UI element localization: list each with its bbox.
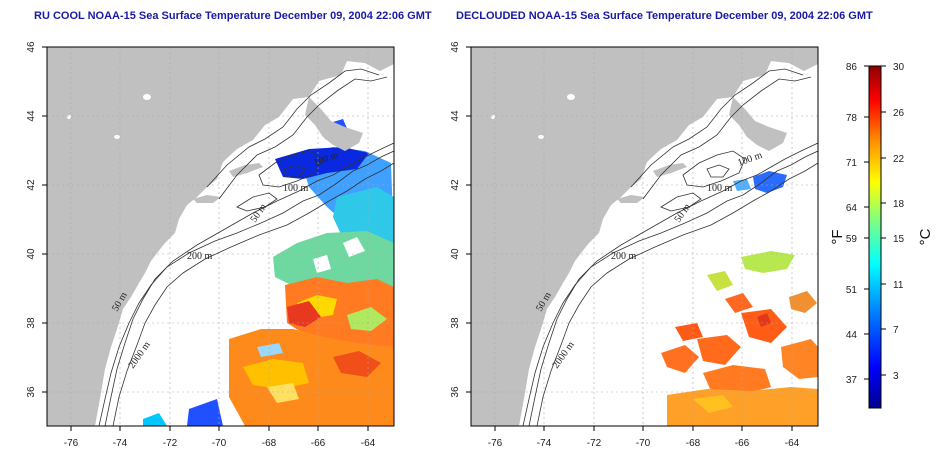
temperature-colorbar: 86 78 71 64 59 51 44 37 30 26 22 18 15 1… — [829, 62, 934, 409]
left-lat-tick: 40 — [26, 248, 37, 260]
right-lon-tick: -76 — [488, 438, 503, 449]
fahrenheit-tick: 59 — [846, 234, 858, 245]
right-lat-tick: 44 — [450, 110, 461, 122]
fahrenheit-tick: 64 — [846, 203, 858, 214]
celsius-tick: 26 — [893, 108, 905, 119]
right-lon-tick: -64 — [785, 438, 800, 449]
celsius-tick: 15 — [893, 234, 905, 245]
left-axes: -76 -74 -72 -70 -68 -66 -64 36 38 40 42 … — [26, 41, 376, 449]
left-lat-tick: 38 — [26, 317, 37, 329]
fahrenheit-tick: 78 — [846, 113, 858, 124]
left-lat-tick: 36 — [26, 386, 37, 398]
fahrenheit-tick: 86 — [846, 62, 858, 73]
left-sst-data — [143, 119, 394, 426]
right-map-frame — [470, 46, 819, 427]
right-lat-tick: 42 — [450, 179, 461, 191]
right-lon-tick: -70 — [636, 438, 651, 449]
colorbar-gradient — [868, 65, 882, 409]
left-lat-tick: 44 — [26, 110, 37, 122]
left-lon-tick: -70 — [212, 438, 227, 449]
right-lon-tick: -74 — [537, 438, 552, 449]
right-contour-label-100m-b: 100 m — [707, 183, 733, 194]
left-map-panel[interactable]: 100 m 100 m 50 m 200 m 50 m 2000 m — [46, 46, 395, 427]
left-lon-tick: -64 — [361, 438, 376, 449]
celsius-tick: 18 — [893, 199, 905, 210]
right-lat-tick: 46 — [450, 41, 461, 53]
left-map-title: RU COOL NOAA-15 Sea Surface Temperature … — [34, 10, 432, 22]
left-lon-tick: -76 — [64, 438, 79, 449]
left-lon-tick: -68 — [262, 438, 277, 449]
fahrenheit-tick: 71 — [846, 158, 858, 169]
right-contour-label-200m: 200 m — [611, 251, 637, 262]
left-lat-tick: 42 — [26, 179, 37, 191]
right-lat-tick: 38 — [450, 317, 461, 329]
left-lon-tick: -74 — [113, 438, 128, 449]
right-lat-tick: 36 — [450, 386, 461, 398]
right-lon-tick: -66 — [735, 438, 750, 449]
left-contour-label-100m-b: 100 m — [283, 183, 309, 194]
fahrenheit-tick: 44 — [846, 330, 858, 341]
right-sst-data — [661, 171, 818, 426]
left-lon-tick: -66 — [311, 438, 326, 449]
left-map-frame — [46, 46, 395, 427]
right-lat-tick: 40 — [450, 248, 461, 260]
celsius-tick: 22 — [893, 154, 905, 165]
left-lat-tick: 46 — [26, 41, 37, 53]
right-lon-tick: -68 — [686, 438, 701, 449]
right-map-title: DECLOUDED NOAA-15 Sea Surface Temperatur… — [456, 10, 873, 22]
celsius-tick: 7 — [893, 325, 899, 336]
right-map-panel[interactable]: 100 m 100 m 50 m 200 m 50 m 2000 m — [470, 46, 819, 427]
left-contour-label-200m: 200 m — [187, 251, 213, 262]
celsius-unit-label: °C — [917, 228, 934, 245]
right-lon-tick: -72 — [587, 438, 602, 449]
right-axes: -76 -74 -72 -70 -68 -66 -64 36 38 40 42 … — [450, 41, 800, 449]
fahrenheit-tick: 37 — [846, 375, 858, 386]
celsius-tick: 3 — [893, 371, 899, 382]
fahrenheit-tick: 51 — [846, 285, 858, 296]
celsius-tick: 30 — [893, 62, 905, 73]
celsius-tick: 11 — [893, 280, 904, 291]
fahrenheit-unit-label: °F — [829, 229, 846, 244]
left-lon-tick: -72 — [163, 438, 178, 449]
